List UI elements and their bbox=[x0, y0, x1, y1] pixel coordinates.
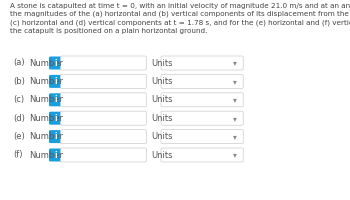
Text: ▾: ▾ bbox=[233, 150, 237, 159]
Text: Units: Units bbox=[151, 95, 173, 104]
Text: ▾: ▾ bbox=[233, 58, 237, 68]
FancyBboxPatch shape bbox=[49, 148, 63, 161]
Text: ▾: ▾ bbox=[233, 95, 237, 104]
FancyBboxPatch shape bbox=[161, 74, 243, 88]
Text: i: i bbox=[55, 77, 57, 86]
Text: i: i bbox=[55, 150, 57, 159]
FancyBboxPatch shape bbox=[161, 56, 243, 70]
Text: (d): (d) bbox=[13, 114, 25, 123]
Text: Units: Units bbox=[151, 150, 173, 159]
Text: Units: Units bbox=[151, 132, 173, 141]
Text: (b): (b) bbox=[13, 77, 25, 86]
Text: Units: Units bbox=[151, 114, 173, 123]
Text: Number: Number bbox=[29, 132, 63, 141]
FancyBboxPatch shape bbox=[161, 130, 243, 144]
Text: Number: Number bbox=[29, 150, 63, 159]
FancyBboxPatch shape bbox=[161, 93, 243, 107]
Text: Number: Number bbox=[29, 95, 63, 104]
Text: Units: Units bbox=[151, 77, 173, 86]
Text: (a): (a) bbox=[13, 58, 25, 68]
FancyBboxPatch shape bbox=[49, 130, 63, 143]
FancyBboxPatch shape bbox=[49, 75, 63, 88]
Text: i: i bbox=[55, 132, 57, 141]
Text: A stone is catapulted at time t = 0, with an initial velocity of magnitude 21.0 : A stone is catapulted at time t = 0, wit… bbox=[10, 2, 350, 34]
Text: i: i bbox=[55, 95, 57, 104]
Text: i: i bbox=[55, 58, 57, 68]
Text: i: i bbox=[55, 114, 57, 123]
Text: ▾: ▾ bbox=[233, 77, 237, 86]
Text: ▾: ▾ bbox=[233, 114, 237, 123]
FancyBboxPatch shape bbox=[61, 74, 146, 88]
Text: ▾: ▾ bbox=[233, 132, 237, 141]
Text: Number: Number bbox=[29, 114, 63, 123]
FancyBboxPatch shape bbox=[61, 93, 146, 107]
FancyBboxPatch shape bbox=[49, 56, 63, 69]
FancyBboxPatch shape bbox=[61, 148, 146, 162]
FancyBboxPatch shape bbox=[61, 130, 146, 144]
Text: Number: Number bbox=[29, 77, 63, 86]
Text: Number: Number bbox=[29, 58, 63, 68]
FancyBboxPatch shape bbox=[61, 111, 146, 125]
FancyBboxPatch shape bbox=[49, 112, 63, 125]
FancyBboxPatch shape bbox=[161, 148, 243, 162]
Text: (f): (f) bbox=[13, 150, 23, 159]
Text: Units: Units bbox=[151, 58, 173, 68]
Text: (e): (e) bbox=[13, 132, 25, 141]
Text: (c): (c) bbox=[13, 95, 24, 104]
FancyBboxPatch shape bbox=[49, 93, 63, 106]
FancyBboxPatch shape bbox=[61, 56, 146, 70]
FancyBboxPatch shape bbox=[161, 111, 243, 125]
